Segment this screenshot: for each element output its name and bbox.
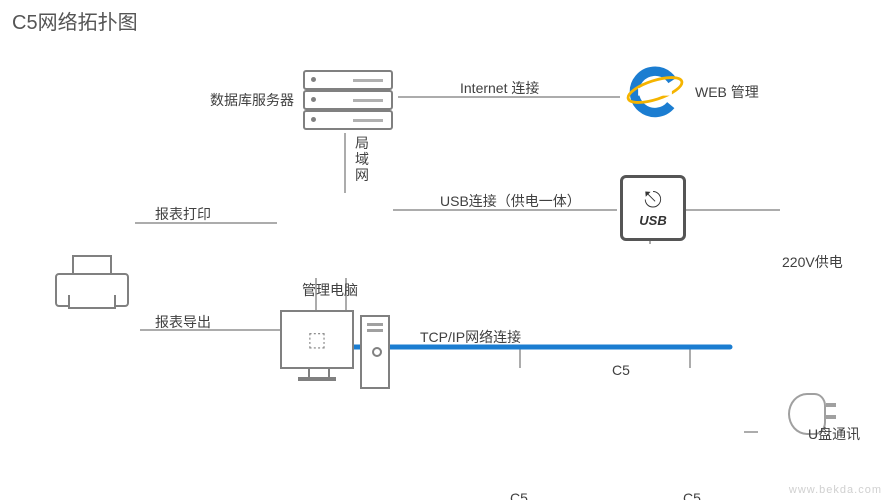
usb-box-icon: ⎋USB: [620, 175, 686, 241]
label-web-mgmt: WEB 管理: [695, 82, 759, 102]
printer-icon: [50, 255, 130, 310]
label-db-server: 数据库服务器: [210, 90, 294, 110]
label-usb-comm: U盘通讯: [808, 424, 860, 444]
label-usb-conn: USB连接（供电一体）: [440, 191, 581, 211]
label-internet: Internet 连接: [460, 78, 539, 98]
label-report-print: 报表打印: [155, 204, 211, 224]
management-pc-icon: ⬚: [280, 310, 390, 390]
label-tcpip: TCP/IP网络连接: [420, 327, 521, 347]
label-mgmt-pc: 管理电脑: [302, 280, 358, 300]
label-lan: 局域网: [355, 135, 369, 183]
db-server-icon: [303, 70, 393, 130]
diagram-title: C5网络拓扑图: [12, 6, 138, 35]
label-c5-br: C5: [683, 490, 701, 500]
label-c5-top: C5: [612, 362, 630, 378]
label-power: 220V供电: [782, 252, 843, 272]
label-report-export: 报表导出: [155, 312, 211, 332]
label-c5-bl: C5: [510, 490, 528, 500]
ie-browser-icon: [625, 60, 685, 120]
watermark: www.bekda.com: [789, 484, 882, 496]
connection-lines: [0, 0, 890, 500]
